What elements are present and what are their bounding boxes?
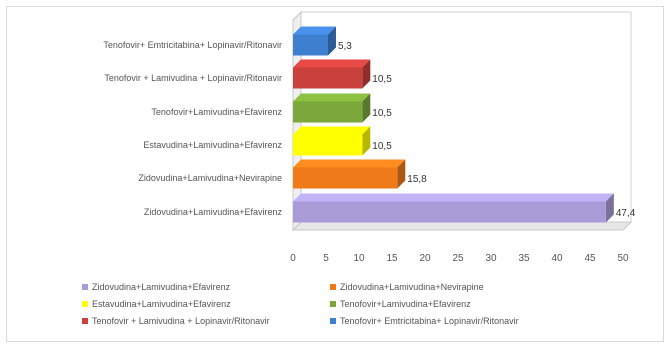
value-label-6: 5,3 <box>338 41 352 52</box>
legend-swatch-6 <box>330 318 336 324</box>
bar-1 <box>293 201 606 223</box>
bar-side-6 <box>327 26 336 56</box>
x-tick-label-1: 0 <box>290 253 296 264</box>
x-tick-label-8: 35 <box>518 253 530 264</box>
category-label-2: Zidovudina+Lamivudina+Nevirapine <box>138 173 282 183</box>
legend-label-6: Tenofovir+ Emtricitabina+ Lopinavir/Rito… <box>340 316 519 326</box>
bar-4 <box>293 101 363 123</box>
bar-top-1 <box>293 193 614 202</box>
bar-top-4 <box>293 93 371 102</box>
legend-swatch-5 <box>82 318 88 324</box>
category-label-6: Tenofovir+ Emtricitabina+ Lopinavir/Rito… <box>103 40 282 50</box>
bar-top-5 <box>293 59 371 68</box>
category-label-1: Zidovudina+Lamivudina+Efavirenz <box>144 207 283 217</box>
plot-floor <box>291 221 633 231</box>
bar-side-5 <box>362 59 371 89</box>
bar-3 <box>293 134 363 156</box>
bar-6 <box>293 34 328 56</box>
legend-label-5: Tenofovir + Lamivudina + Lopinavir/Riton… <box>92 316 270 326</box>
x-tick-label-4: 15 <box>386 253 398 264</box>
bar-side-4 <box>362 93 371 123</box>
category-label-4: Tenofovir+Lamivudina+Efavirenz <box>151 107 282 117</box>
legend-label-4: Tenofovir+Lamivudina+Efavirenz <box>340 299 471 309</box>
category-label-5: Tenofovir + Lamivudina + Lopinavir/Riton… <box>104 73 282 83</box>
x-tick-label-11: 50 <box>617 253 629 264</box>
bar-top-3 <box>293 126 371 135</box>
bar-top-6 <box>293 26 336 35</box>
bar-side-3 <box>362 126 371 156</box>
x-tick-label-2: 5 <box>323 253 329 264</box>
value-label-2: 15,8 <box>407 174 427 185</box>
bar-5 <box>293 67 363 89</box>
legend-label-3: Estavudina+Lamivudina+Efavirenz <box>92 299 231 309</box>
x-tick-label-3: 10 <box>353 253 365 264</box>
value-label-5: 10,5 <box>372 74 392 85</box>
bar-2 <box>293 167 398 189</box>
legend-swatch-4 <box>330 301 336 307</box>
x-tick-label-10: 45 <box>584 253 596 264</box>
category-label-3: Estavudina+Lamivudina+Efavirenz <box>143 140 282 150</box>
bar-side-2 <box>397 159 406 189</box>
value-label-3: 10,5 <box>372 141 392 152</box>
x-tick-label-6: 25 <box>452 253 464 264</box>
legend-label-1: Zidovudina+Lamivudina+Efavirenz <box>92 282 231 292</box>
legend-swatch-2 <box>330 284 336 290</box>
x-tick-label-5: 20 <box>419 253 431 264</box>
legend-swatch-3 <box>82 301 88 307</box>
x-tick-label-9: 40 <box>551 253 563 264</box>
bar-side-1 <box>605 193 614 223</box>
legend-swatch-1 <box>82 284 88 290</box>
bar-top-2 <box>293 159 406 168</box>
value-label-4: 10,5 <box>372 108 392 119</box>
x-tick-label-7: 30 <box>485 253 497 264</box>
value-label-1: 47,4 <box>616 208 636 219</box>
legend-label-2: Zidovudina+Lamivudina+Nevirapine <box>340 282 484 292</box>
